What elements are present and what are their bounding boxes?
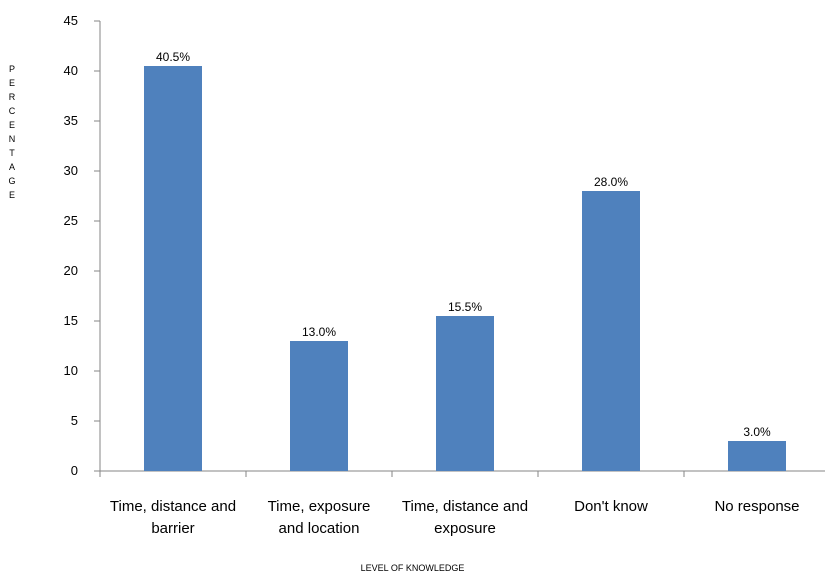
y-tick-label: 45: [64, 13, 78, 28]
y-tick-label: 0: [71, 463, 78, 478]
category-label: Don't know: [574, 498, 648, 515]
y-axis-label-letter: N: [8, 134, 16, 144]
y-axis-label-letter: G: [8, 176, 16, 186]
bar: [728, 441, 786, 471]
y-axis-label-letter: A: [8, 162, 15, 172]
y-axis-label-letter: C: [8, 106, 16, 116]
y-tick-label: 40: [64, 63, 78, 78]
y-tick-label: 30: [64, 163, 78, 178]
y-axis-label-letter: E: [8, 78, 15, 88]
y-tick-label: 5: [71, 413, 78, 428]
y-tick-label: 35: [64, 113, 78, 128]
bar: [436, 316, 494, 471]
y-axis-label-letter: T: [9, 148, 15, 158]
data-label: 28.0%: [594, 175, 628, 189]
data-label: 13.0%: [302, 325, 336, 339]
category-label: No response: [714, 498, 799, 515]
x-axis-label: LEVEL OF KNOWLEDGE: [360, 563, 465, 573]
category-label: Time, exposure and location: [268, 498, 371, 537]
y-tick-label: 10: [64, 363, 78, 378]
bar: [582, 191, 640, 471]
y-axis-label-letter: E: [8, 190, 15, 200]
category-label: Time, distance and exposure: [402, 498, 528, 537]
y-axis-label-letter: R: [8, 92, 16, 102]
data-label: 40.5%: [156, 50, 190, 64]
bar: [144, 66, 202, 471]
y-tick-label: 25: [64, 213, 78, 228]
data-label: 15.5%: [448, 300, 482, 314]
data-label: 3.0%: [743, 425, 771, 439]
y-tick-label: 20: [64, 263, 78, 278]
category-label: Time, distance and barrier: [110, 498, 236, 537]
y-axis-label-letter: P: [8, 64, 15, 74]
bar: [290, 341, 348, 471]
y-axis-label-letter: E: [8, 120, 15, 130]
y-tick-label: 15: [64, 313, 78, 328]
